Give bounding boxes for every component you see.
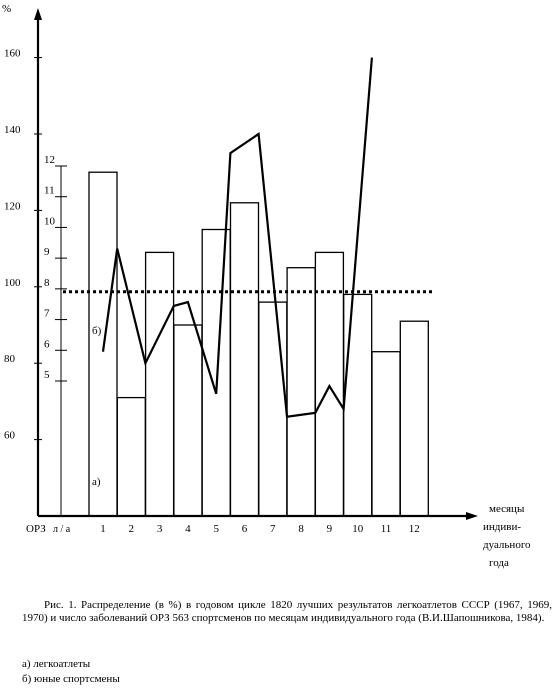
figure-caption: Рис. 1. Распределение (в %) в годовом ци… xyxy=(22,599,552,624)
x-axis-arrow xyxy=(466,512,478,520)
x-label-orz: ОРЗ xyxy=(26,523,46,535)
x-label-month-8: 8 xyxy=(298,523,304,535)
inner-tick-label-9: 9 xyxy=(44,246,50,258)
y-tick-label-60: 60 xyxy=(4,430,16,442)
x-label-month-3: 3 xyxy=(157,523,163,535)
bar-month-12 xyxy=(399,320,429,517)
x-label-month-2: 2 xyxy=(129,523,135,535)
bar-month-5 xyxy=(201,228,231,517)
y-tick-label-160: 160 xyxy=(4,48,21,60)
x-axis-title-line-3: дуального xyxy=(483,539,531,551)
x-axis-title-line-2: индиви- xyxy=(483,521,521,533)
inner-tick-label-7: 7 xyxy=(44,308,50,320)
legend-note-a: а) легкоатлеты xyxy=(22,658,91,670)
bar-month-7 xyxy=(258,301,288,517)
x-axis-title-line-1: месяцы xyxy=(489,503,525,515)
bar-month-8 xyxy=(286,267,316,517)
x-label-month-5: 5 xyxy=(213,523,219,535)
x-label-month-9: 9 xyxy=(327,523,333,535)
x-label-month-11: 11 xyxy=(381,523,392,535)
inner-tick-label-10: 10 xyxy=(44,215,56,227)
y-unit-label: % xyxy=(2,3,11,15)
legend-note-b: б) юные спортсмены xyxy=(22,673,120,685)
x-axis-title-line-4: года xyxy=(489,557,509,569)
bar-month-2 xyxy=(116,396,146,517)
inner-tick-label-6: 6 xyxy=(44,338,50,350)
bar-month-4 xyxy=(173,324,203,517)
inner-tick-label-5: 5 xyxy=(44,369,50,381)
inner-tick-label-8: 8 xyxy=(44,277,50,289)
x-label-month-6: 6 xyxy=(242,523,248,535)
x-label-la: л / а xyxy=(53,524,71,535)
inner-tick-label-12: 12 xyxy=(44,154,55,166)
x-label-month-7: 7 xyxy=(270,523,276,535)
bar-month-11 xyxy=(371,351,401,517)
bar-month-6 xyxy=(229,202,260,517)
bar-month-10 xyxy=(343,293,373,517)
x-label-month-10: 10 xyxy=(352,523,364,535)
y-tick-label-80: 80 xyxy=(4,353,16,365)
y-tick-label-120: 120 xyxy=(4,200,21,212)
y-tick-label-100: 100 xyxy=(4,277,21,289)
series-label-b: б) xyxy=(92,325,102,337)
x-label-month-12: 12 xyxy=(409,523,420,535)
inner-tick-label-11: 11 xyxy=(44,185,55,197)
x-label-month-1: 1 xyxy=(100,523,106,535)
x-label-month-4: 4 xyxy=(185,523,191,535)
y-axis-arrow xyxy=(34,8,42,20)
series-label-a: а) xyxy=(92,476,101,488)
line-series-b xyxy=(101,57,373,418)
y-tick-label-140: 140 xyxy=(4,124,21,136)
